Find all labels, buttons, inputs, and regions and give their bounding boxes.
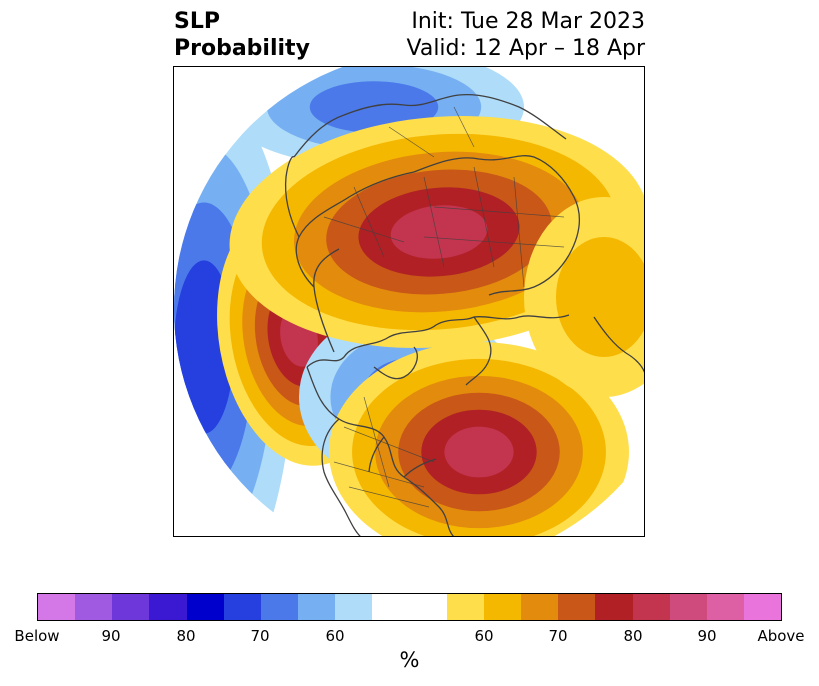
colorbar [37,593,782,621]
colorbar-tick-label: 60 [474,627,494,645]
colorbar-segment [112,594,150,620]
probability-map [174,67,644,536]
colorbar-segment [186,594,224,620]
colorbar-segment [521,594,559,620]
colorbar-segment [595,594,633,620]
colorbar-tick-label: 70 [250,627,270,645]
colorbar-tick-label: Below [14,627,60,645]
colorbar-segment [75,594,113,620]
colorbar-segment [149,594,187,620]
init-date: Init: Tue 28 Mar 2023 [411,9,645,34]
colorbar-segment [558,594,596,620]
colorbar-unit-label: % [399,648,420,672]
colorbar-segment [743,594,782,620]
colorbar-tick-label: 60 [325,627,345,645]
colorbar-tick-label: Above [757,627,805,645]
colorbar-segment [335,594,373,620]
title-dates: Init: Tue 28 Mar 2023 Valid: 12 Apr – 18… [407,8,646,62]
anomaly-contour [309,81,439,133]
colorbar-segment [223,594,261,620]
colorbar-segment [446,594,484,620]
valid-range: Valid: 12 Apr – 18 Apr [406,36,646,61]
colorbar-tick-label: 80 [623,627,643,645]
colorbar-tick-labels: Below 90 80 70 60 60 70 80 90 Above [0,627,819,647]
colorbar-segment [409,594,447,620]
colorbar-segment [298,594,336,620]
title-variable: SLP Probability [174,8,310,62]
colorbar-tick-label: 70 [548,627,568,645]
anomaly-contour [390,205,488,259]
colorbar-segment [632,594,670,620]
title-line-probability: Probability [174,36,310,61]
colorbar-segment [706,594,744,620]
anomaly-contour [556,237,644,357]
map-panel [173,66,645,537]
anomaly-region [329,342,629,536]
anomaly-contour [444,426,514,478]
title-line-slp: SLP [174,9,220,34]
colorbar-segment [260,594,299,620]
colorbar-tick-label: 80 [176,627,196,645]
colorbar-segment [669,594,707,620]
colorbar-segment [38,594,76,620]
colorbar-tick-label: 90 [697,627,717,645]
colorbar-segment [483,594,522,620]
colorbar-tick-label: 90 [101,627,121,645]
colorbar-segment [372,594,410,620]
